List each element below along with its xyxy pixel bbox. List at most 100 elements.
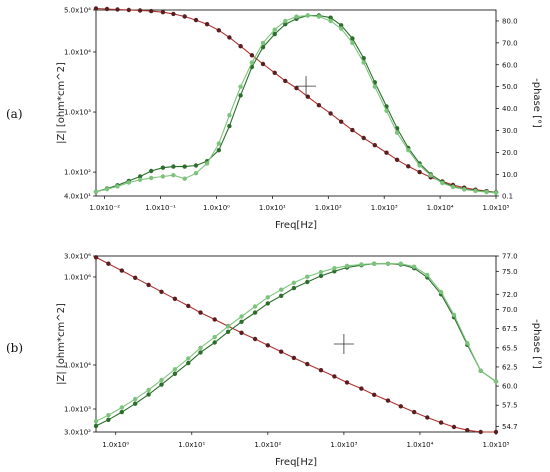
x-axis-label: Freq[Hz] — [275, 220, 317, 231]
x-tick-label: 1.0x10⁰ — [102, 441, 129, 449]
data-point-phase_light — [428, 173, 433, 178]
data-point-phase_dark — [305, 279, 310, 285]
data-point-phase_light — [249, 60, 255, 65]
data-point-phase_dark — [149, 168, 154, 174]
data-point-phase_light — [372, 84, 377, 89]
data-point-impedance — [465, 428, 470, 433]
data-point-phase_light — [160, 174, 166, 179]
data-point-impedance — [249, 53, 255, 58]
data-point-phase_dark — [172, 371, 178, 376]
y-right-tick-label: 72.0 — [502, 291, 518, 299]
data-point-phase_light — [239, 314, 244, 319]
data-point-phase_light — [146, 387, 151, 393]
data-point-phase_light — [493, 379, 499, 384]
y-right-tick-label: 75.0 — [502, 268, 518, 276]
data-point-impedance — [372, 143, 377, 148]
data-point-impedance — [283, 78, 288, 84]
data-point-phase_light — [238, 84, 243, 89]
y-right-tick-label: 60.0 — [502, 383, 518, 391]
data-point-impedance — [406, 164, 411, 169]
x-tick-label: 1.0x10³ — [330, 441, 357, 449]
data-point-impedance — [198, 310, 203, 315]
data-point-phase_dark — [332, 269, 337, 274]
data-point-phase_light — [212, 334, 217, 340]
data-point-phase_light — [406, 148, 411, 153]
data-point-phase_dark — [318, 273, 324, 279]
data-point-impedance — [350, 127, 355, 133]
x-tick-label: 1.0x10⁰ — [203, 204, 230, 212]
data-point-impedance — [291, 355, 297, 361]
data-point-phase_dark — [283, 22, 288, 27]
data-point-impedance — [212, 317, 217, 322]
data-point-phase_light — [425, 272, 430, 278]
data-point-impedance — [332, 374, 337, 379]
data-point-phase_light — [133, 396, 138, 402]
y-right-axis-label: -phase [°] — [531, 319, 542, 369]
data-point-phase_light — [344, 263, 350, 269]
data-point-impedance — [133, 275, 138, 280]
y-left-tick-label: 1.0x10³ — [64, 109, 91, 117]
data-point-phase_light — [332, 266, 337, 271]
data-point-phase_dark — [93, 423, 99, 429]
data-point-impedance — [344, 380, 350, 385]
y-left-tick-label: 3.0x10⁶ — [64, 253, 91, 261]
data-point-phase_light — [159, 377, 164, 383]
data-point-impedance — [425, 415, 430, 420]
data-point-phase_dark — [272, 31, 277, 37]
data-point-phase_light — [283, 18, 288, 24]
data-point-phase_dark — [137, 174, 143, 179]
data-point-impedance — [272, 70, 277, 76]
data-point-phase_light — [186, 356, 191, 361]
data-point-phase_light — [137, 177, 143, 182]
data-point-impedance — [159, 289, 164, 294]
x-tick-label: 1.0x10¹ — [259, 204, 286, 212]
data-point-impedance — [328, 111, 333, 116]
y-left-axis-label: |Z| [ohm*cm^2] — [56, 62, 67, 144]
data-point-phase_light — [260, 40, 266, 46]
data-point-phase_dark — [238, 93, 243, 98]
data-point-phase_light — [451, 312, 457, 318]
data-point-impedance — [146, 282, 151, 288]
y-right-tick-label: 77.0 — [502, 253, 518, 261]
data-point-impedance — [238, 44, 243, 49]
data-point-impedance — [417, 169, 422, 175]
data-point-phase_light — [252, 304, 258, 309]
data-point-phase_dark — [291, 285, 297, 291]
data-point-phase_light — [93, 189, 99, 194]
y-right-tick-label: 0.1 — [502, 193, 513, 201]
y-left-tick-label: 3.0x10² — [64, 429, 91, 437]
data-point-impedance — [216, 28, 221, 33]
data-point-phase_dark — [260, 45, 266, 50]
data-point-phase_light — [115, 184, 120, 189]
data-point-phase_dark — [239, 319, 244, 324]
data-point-impedance — [305, 94, 310, 99]
data-point-phase_light — [104, 187, 110, 192]
data-point-phase_dark — [146, 392, 151, 397]
y-left-axis-label: |Z| [ohm*cm^2] — [56, 303, 67, 385]
data-point-phase_light — [361, 60, 366, 65]
y-left-tick-label: 4.0x10¹ — [64, 193, 91, 201]
data-point-impedance — [451, 424, 457, 430]
y-right-tick-label: 70.0 — [502, 306, 518, 314]
data-point-impedance — [93, 6, 99, 11]
data-point-phase_light — [412, 264, 417, 269]
data-point-impedance — [115, 7, 120, 12]
y-left-tick-label: 1.0x10² — [64, 169, 91, 177]
data-point-impedance — [106, 261, 111, 266]
data-point-phase_light — [385, 261, 391, 266]
y-left-tick-label: 1.0x10⁴ — [64, 361, 91, 369]
y-right-tick-label: 40.0 — [502, 105, 518, 113]
data-point-phase_dark — [225, 329, 231, 334]
chart-panel-b — [93, 255, 499, 435]
data-point-impedance — [361, 135, 366, 141]
data-point-phase_light — [465, 341, 470, 346]
data-point-phase_light — [272, 27, 277, 32]
data-point-impedance — [359, 386, 364, 391]
y-right-tick-label: 30.0 — [502, 127, 518, 135]
data-point-phase_light — [440, 180, 445, 186]
chart-panel-a — [93, 6, 499, 199]
data-point-impedance — [186, 303, 191, 309]
plot-frame — [95, 255, 497, 433]
y-left-tick-label: 5.0x10⁴ — [64, 7, 91, 15]
data-point-phase_light — [172, 367, 178, 372]
